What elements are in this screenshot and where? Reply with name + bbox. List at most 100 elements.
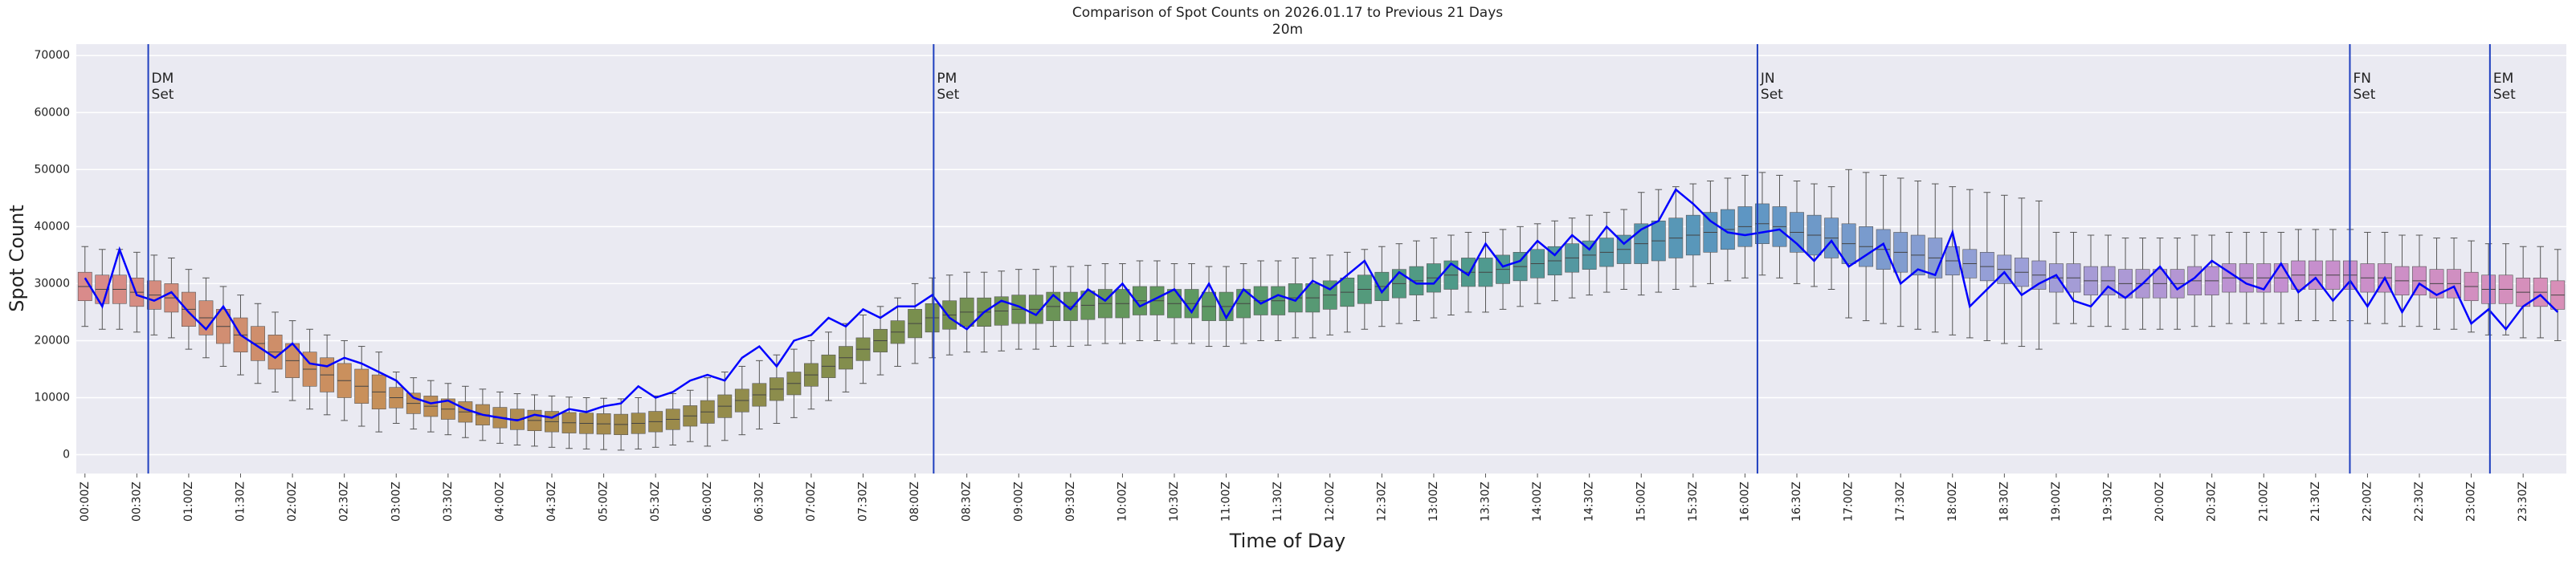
- x-tick-label: 21:30Z: [2309, 482, 2322, 522]
- box: [2118, 238, 2133, 330]
- box: [1651, 189, 1666, 293]
- x-tick-label: 15:30Z: [1687, 482, 1700, 522]
- box: [1547, 220, 1562, 302]
- box: [2429, 238, 2444, 330]
- x-tick-label: 08:30Z: [961, 482, 974, 522]
- x-tick-label: 12:00Z: [1324, 482, 1337, 522]
- box: [2447, 238, 2461, 330]
- annotation-label: FN: [2353, 71, 2371, 87]
- box: [2481, 243, 2496, 335]
- box: [216, 286, 231, 367]
- annotation-label: Set: [937, 87, 959, 103]
- box: [873, 306, 888, 376]
- x-tick-label: 11:00Z: [1220, 482, 1233, 522]
- today-line: [84, 188, 2559, 422]
- box: [1133, 260, 1147, 341]
- x-tick-label: 13:30Z: [1480, 482, 1492, 522]
- box: [2550, 249, 2566, 341]
- box: [1790, 181, 1804, 284]
- box: [734, 365, 749, 436]
- box: [2291, 229, 2306, 322]
- box: [1668, 186, 1684, 291]
- annotation-label: Set: [1761, 87, 1783, 103]
- x-tick-label: 18:00Z: [1946, 482, 1959, 522]
- x-tick-label: 19:00Z: [2050, 482, 2063, 522]
- box: [665, 393, 680, 445]
- box: [2153, 238, 2168, 330]
- x-tick-label: 17:30Z: [1894, 482, 1907, 522]
- x-tick-label: 08:00Z: [908, 482, 921, 522]
- x-tick-label: 00:00Z: [79, 482, 92, 522]
- y-tick-label: 10000: [34, 392, 70, 404]
- box: [1340, 251, 1355, 333]
- box: [717, 372, 733, 441]
- box: [908, 283, 923, 364]
- y-tick-label: 40000: [34, 220, 70, 233]
- box: [1080, 265, 1096, 346]
- box: [2014, 197, 2029, 348]
- x-tick-label: 16:00Z: [1738, 482, 1751, 522]
- x-tick-label: 06:00Z: [701, 482, 714, 522]
- annotation-label: Set: [2493, 87, 2516, 103]
- x-tick-label: 01:30Z: [235, 482, 247, 522]
- box: [614, 398, 629, 451]
- box: [1202, 266, 1216, 348]
- x-tick-label: 10:30Z: [1168, 482, 1181, 522]
- box: [440, 383, 455, 436]
- box: [1979, 192, 1994, 341]
- box: [804, 339, 819, 410]
- box: [855, 314, 871, 384]
- box: [1530, 223, 1545, 304]
- box: [182, 269, 196, 350]
- box: [2464, 240, 2479, 333]
- x-tick-label: 18:30Z: [1998, 482, 2011, 522]
- x-tick-label: 02:30Z: [338, 482, 351, 522]
- box: [1910, 181, 1925, 330]
- annotation-label: Set: [152, 87, 174, 103]
- box: [1962, 189, 1978, 339]
- box: [1149, 260, 1165, 341]
- x-tick-label: 10:00Z: [1116, 482, 1129, 522]
- x-tick-label: 13:00Z: [1427, 482, 1440, 522]
- x-tick-label: 14:00Z: [1531, 482, 1544, 522]
- x-axis-label: Time of Day: [1229, 530, 1346, 552]
- chart-title: Comparison of Spot Counts on 2026.01.17 …: [1072, 5, 1503, 21]
- box: [1634, 192, 1649, 296]
- x-tick-label: 01:00Z: [182, 482, 195, 522]
- y-axis-label: Spot Count: [6, 205, 28, 311]
- box: [2066, 231, 2081, 324]
- x-tick-label: 15:00Z: [1635, 482, 1647, 522]
- box: [1616, 209, 1631, 291]
- x-tick-label: 20:30Z: [2206, 482, 2219, 522]
- box: [267, 311, 283, 392]
- box: [821, 331, 836, 401]
- x-tick-label: 23:00Z: [2465, 482, 2478, 522]
- x-tick-label: 09:30Z: [1064, 482, 1077, 522]
- x-tick-label: 23:30Z: [2517, 482, 2529, 522]
- x-tick-label: 04:30Z: [545, 482, 558, 522]
- x-tick-label: 05:30Z: [649, 482, 662, 522]
- box: [1513, 226, 1528, 307]
- y-tick-label: 60000: [34, 106, 70, 119]
- x-tick-label: 03:30Z: [442, 482, 455, 522]
- x-tick-label: 22:30Z: [2413, 482, 2426, 522]
- x-tick-label: 22:00Z: [2361, 482, 2374, 522]
- x-tick-label: 09:00Z: [1012, 482, 1025, 522]
- box: [700, 377, 715, 447]
- box: [371, 352, 386, 433]
- x-tick-label: 03:00Z: [390, 482, 402, 522]
- x-tick-label: 17:00Z: [1843, 482, 1855, 522]
- box: [596, 397, 611, 450]
- y-tick-label: 30000: [34, 277, 70, 290]
- box: [1582, 214, 1597, 296]
- box: [2325, 229, 2341, 322]
- box: [925, 277, 940, 359]
- box: [890, 297, 905, 367]
- x-tick-label: 04:00Z: [493, 482, 506, 522]
- box: [1599, 212, 1615, 293]
- x-tick-label: 12:30Z: [1375, 482, 1388, 522]
- annotation-label: PM: [937, 71, 957, 87]
- box: [561, 396, 577, 449]
- x-tick-label: 14:30Z: [1583, 482, 1596, 522]
